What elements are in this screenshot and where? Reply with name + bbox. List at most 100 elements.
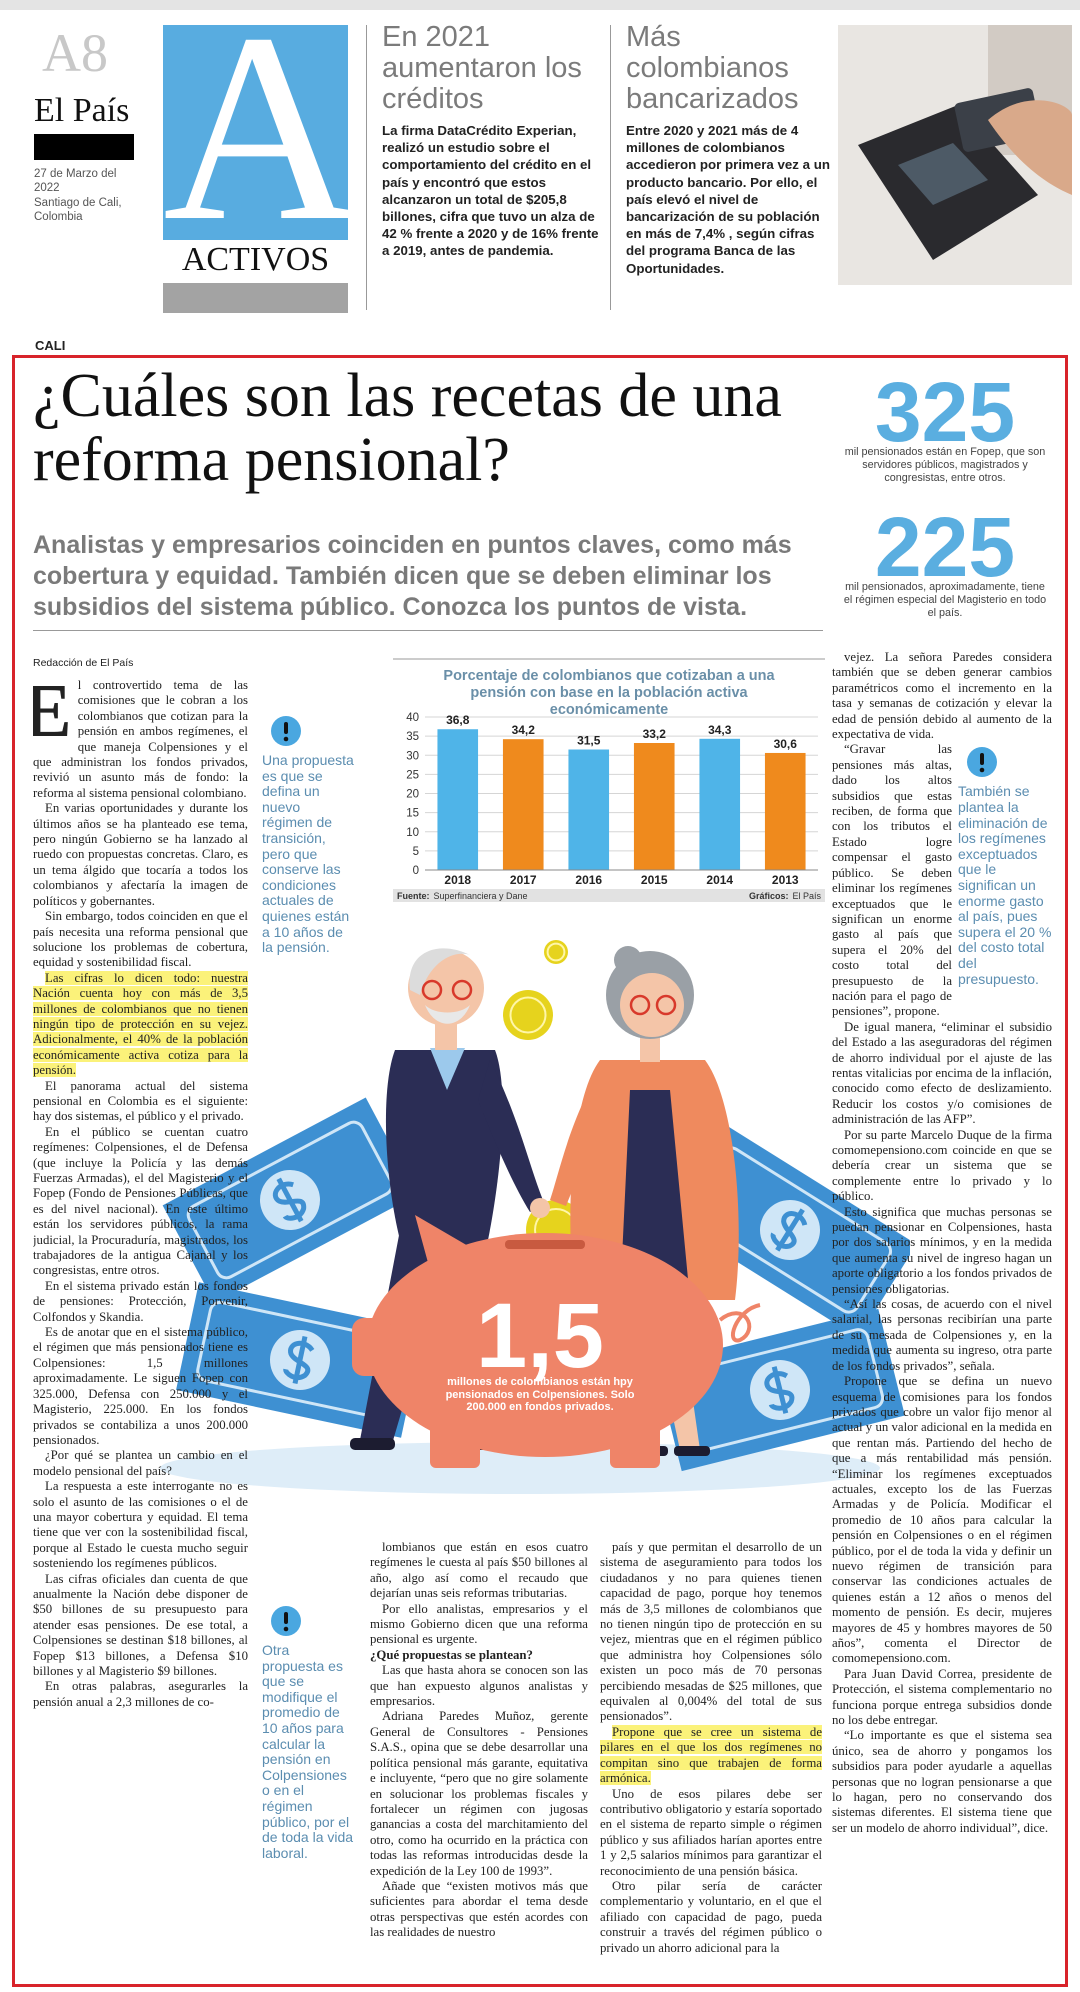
value-label: 34,3 <box>708 723 732 737</box>
paragraph: Uno de esos pilares debe ser contributiv… <box>600 1787 822 1879</box>
woman-head <box>620 973 684 1037</box>
paragraph-text: Las que hasta ahora se conocen son las q… <box>370 1663 588 1709</box>
divider <box>610 25 611 310</box>
y-tick-label: 25 <box>406 769 419 781</box>
paragraph-text: Las cifras oficiales dan cuenta de que a… <box>33 1571 248 1678</box>
paragraph: Propone que se defina un nuevo esquema d… <box>832 1374 1052 1667</box>
paragraph-text: “Lo importante es que el sistema sea úni… <box>832 1728 1052 1835</box>
bill-dollar <box>770 1208 808 1252</box>
brief-title: En 2021 aumentaron los créditos <box>382 21 582 115</box>
paragraph-text: l controvertido tema de las comisiones q… <box>33 678 248 800</box>
bill-dollar <box>764 1366 795 1414</box>
paragraph-text: lombianos que están en esos cuatro regím… <box>370 1540 588 1601</box>
pig-tail <box>718 1303 761 1343</box>
paragraph-text: De igual manera, “eliminar el subsidio d… <box>832 1019 1052 1127</box>
paragraph: Esto significa que muchas personas se pu… <box>832 1205 1052 1297</box>
brief-body: Entre 2020 y 2021 más de 4 millones de c… <box>626 123 830 276</box>
divider <box>366 25 367 310</box>
y-tick-label: 5 <box>413 846 419 858</box>
pig-leg <box>610 1420 660 1468</box>
icon-dot <box>283 1626 289 1632</box>
section-bar <box>163 283 348 313</box>
paragraph: ¿Por qué se plantea un cambio en el mode… <box>33 1448 248 1479</box>
y-tick-label: 15 <box>406 808 419 820</box>
section-label: CALI <box>35 338 66 353</box>
paragraph-text: Otro pilar sería de carácter complementa… <box>600 1878 822 1955</box>
paragraph-text: El panorama actual del sistema pensional… <box>33 1078 248 1124</box>
photo <box>838 25 1072 285</box>
bill <box>162 1097 418 1303</box>
paragraph-text: Por su parte Marcelo Duque de la firma c… <box>832 1127 1052 1204</box>
section-name: ACTIVOS <box>163 240 348 280</box>
source: Superfinanciera y Dane <box>434 891 528 901</box>
bill-dollar <box>283 1336 315 1384</box>
pull-quote-text: Una propuesta es que se defina un nuevo … <box>262 752 354 956</box>
y-tick-label: 20 <box>406 789 419 801</box>
woman-arm <box>550 1070 612 1206</box>
section-box: A <box>163 25 348 253</box>
glasses <box>655 994 677 1016</box>
paragraph: Es de anotar que en el sistema público, … <box>33 1325 248 1448</box>
paragraph: En varias oportunidades y durante los úl… <box>33 801 248 909</box>
icon-bar <box>284 722 288 734</box>
y-tick-label: 30 <box>406 750 419 762</box>
paragraph-text: La respuesta a este interrogante no es s… <box>33 1479 248 1571</box>
icon-bar <box>284 1612 288 1624</box>
chart: 0 5 10 15 20 25 30 35 40 36,8 2018 34,2 2017 31,5 2016… <box>393 658 825 902</box>
glasses <box>629 994 651 1016</box>
bar <box>502 739 544 870</box>
article-column: país y que permitan el desarrollo de un … <box>600 1540 822 1972</box>
brief-title: Más colombianos bancarizados <box>626 21 799 115</box>
icon-bar <box>980 753 984 766</box>
credit: El País <box>792 891 821 901</box>
paragraph-text: En el sistema privado están los fondos d… <box>33 1278 248 1324</box>
paragraph: Añade que “existen motivos más que sufic… <box>370 1879 588 1941</box>
y-tick-label: 35 <box>406 731 419 743</box>
value-label: 30,6 <box>774 737 798 751</box>
man-shoe <box>350 1438 395 1450</box>
paragraph: Propone que se cree un sistema de pilare… <box>600 1724 822 1787</box>
stat-caption: mil pensionados están en Fopep, que son … <box>844 446 1046 484</box>
x-tick-label: 2016 <box>575 873 602 887</box>
man-hand <box>530 1198 550 1218</box>
date: 27 de Marzo del 2022 <box>34 168 117 194</box>
man-beard <box>425 1005 470 1024</box>
woman-bun <box>614 946 642 974</box>
x-tick-label: 2013 <box>772 873 799 887</box>
x-tick-label: 2018 <box>444 873 471 887</box>
stat-caption: mil pensionados, aproximadamente, tiene … <box>843 581 1047 619</box>
paragraph-text: Es de anotar que en el sistema público, … <box>33 1325 248 1447</box>
subtitle: Analistas y empresarios coinciden en pun… <box>33 531 792 621</box>
place: Santiago de Cali, Colombia <box>34 197 122 223</box>
bill-dollar <box>272 1177 307 1223</box>
paragraph-text: ¿Qué propuestas se plantean? <box>370 1647 533 1662</box>
paragraph: Las que hasta ahora se conocen son las q… <box>370 1663 588 1709</box>
paragraph: vejez. La señora Paredes considera tambi… <box>832 650 1052 742</box>
paragraph: Otro pilar sería de carácter complementa… <box>600 1879 822 1956</box>
paragraph-text: Esto significa que muchas personas se pu… <box>832 1204 1052 1296</box>
paragraph-text: Añade que “existen motivos más que sufic… <box>370 1878 588 1940</box>
paragraph: “Así las cosas, de acuerdo con el nivel … <box>832 1297 1052 1374</box>
paragraph: El panorama actual del sistema pensional… <box>33 1079 248 1125</box>
man-neck <box>435 1020 457 1050</box>
y-tick-label: 0 <box>413 865 419 877</box>
coin-inner <box>546 942 566 962</box>
paragraph-text: En otras palabras, asegurarles la pensió… <box>33 1679 248 1709</box>
paragraph-text: Por ello analistas, empresarios y el mis… <box>370 1601 588 1647</box>
value-label: 31,5 <box>577 734 601 748</box>
brief-body: La firma DataCrédito Experian, realizó u… <box>382 123 599 259</box>
paragraph: Por su parte Marcelo Duque de la firma c… <box>832 1128 1052 1205</box>
paragraph: “Lo importante es que el sistema sea úni… <box>832 1728 1052 1836</box>
x-tick-label: 2014 <box>706 873 733 887</box>
man-body <box>385 1050 503 1240</box>
paragraph: En otras palabras, asegurarles la pensió… <box>33 1679 248 1710</box>
source-bar <box>393 889 825 902</box>
icon-dot <box>283 736 289 742</box>
paragraph-text: ¿Por qué se plantea un cambio en el mode… <box>33 1448 248 1478</box>
bar <box>633 743 675 870</box>
man-hair <box>409 948 470 995</box>
paragraph: Las cifras lo dicen todo: nuestra Nación… <box>33 970 248 1079</box>
bar <box>437 729 479 870</box>
x-tick-label: 2017 <box>510 873 537 887</box>
